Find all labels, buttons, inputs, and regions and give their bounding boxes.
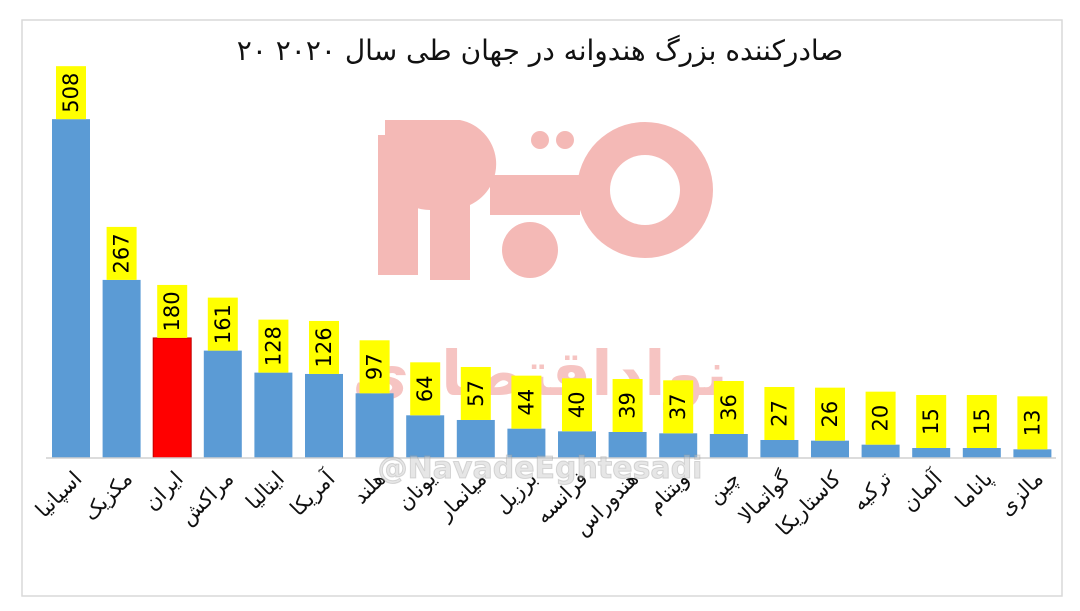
bar — [203, 350, 242, 458]
data-label-box — [106, 226, 137, 280]
bar — [507, 428, 546, 458]
data-label-box — [713, 380, 744, 434]
data-label-box — [1017, 396, 1048, 450]
data-label-box — [511, 375, 542, 429]
bars-group: 508 267 180 161 128 126 97 64 57 44 40 39 37 36 27 26 20… — [52, 66, 1052, 459]
data-label: 39 — [616, 392, 640, 419]
bar — [709, 433, 748, 458]
bar — [962, 447, 1001, 458]
data-label-box — [663, 380, 694, 434]
data-label: 15 — [970, 408, 994, 435]
data-label: 37 — [666, 393, 690, 420]
bar — [608, 431, 647, 458]
data-label-box — [207, 297, 238, 351]
data-label-box — [157, 284, 188, 338]
data-label: 36 — [717, 394, 741, 421]
data-label: 97 — [363, 353, 387, 380]
data-label-box — [56, 66, 86, 120]
bar — [811, 440, 849, 458]
watermark-handle: @NavadeEghtesadi — [378, 451, 703, 486]
bar — [254, 372, 293, 458]
data-label: 27 — [767, 400, 791, 427]
bar — [659, 433, 698, 458]
data-label: 180 — [160, 291, 184, 331]
data-label-box — [309, 320, 339, 374]
data-label-box — [865, 391, 896, 445]
data-label: 15 — [919, 408, 943, 435]
data-label: 44 — [514, 389, 538, 416]
data-label: 40 — [565, 391, 589, 418]
data-label: 20 — [869, 405, 893, 432]
data-label-box — [764, 386, 795, 440]
data-label-box — [815, 387, 845, 441]
data-label-box — [359, 340, 390, 394]
bar — [355, 393, 394, 458]
watermark-logo — [368, 118, 718, 283]
data-label: 64 — [413, 375, 437, 402]
data-label-box — [966, 394, 997, 448]
data-label: 126 — [312, 327, 336, 367]
data-label-box — [916, 394, 947, 448]
bar — [912, 447, 951, 458]
data-label: 267 — [110, 233, 134, 273]
bar — [406, 415, 445, 458]
bar — [1013, 449, 1052, 458]
data-label: 508 — [59, 73, 83, 113]
data-label: 57 — [464, 380, 488, 407]
data-label-box — [258, 319, 289, 373]
bar — [52, 119, 90, 458]
bar — [305, 373, 343, 458]
data-label: 13 — [1020, 409, 1044, 436]
bar — [558, 431, 596, 458]
bar — [152, 337, 192, 459]
data-label-box — [562, 378, 592, 432]
bar — [760, 439, 799, 458]
data-label-box — [612, 378, 643, 432]
data-label: 161 — [211, 304, 235, 344]
data-label: 128 — [261, 326, 285, 366]
bar — [456, 419, 495, 458]
chart-border — [21, 19, 1063, 597]
data-label: 26 — [818, 401, 842, 428]
data-label-box — [410, 362, 441, 416]
bar — [102, 279, 141, 458]
chart-title: ۲۰ صادرکننده بزرگ هندوانه در جهان طی سال… — [237, 34, 843, 67]
data-label-box — [460, 366, 491, 420]
bar — [861, 444, 900, 458]
